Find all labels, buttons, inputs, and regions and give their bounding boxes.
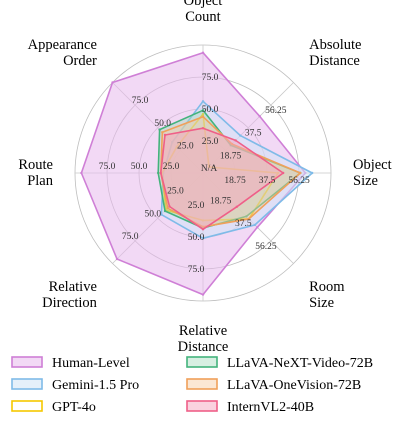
legend-item-gpt-4o: GPT-4o — [11, 400, 96, 415]
point-gemini-1-5-pro-absolute-distance — [239, 134, 242, 137]
tick-label-absolute-distance-3: 56.25 — [265, 106, 287, 116]
point-human-level-absolute-distance — [258, 115, 261, 118]
tick-label-room-size-2: 37.5 — [235, 219, 252, 229]
series-internvl2-40b — [159, 127, 285, 231]
point-human-level-appearance-order — [111, 81, 114, 84]
tick-label-object-size-2: 37.5 — [259, 176, 276, 186]
point-llava-onevision-72b-object-count — [201, 115, 205, 118]
point-internvl2-40b-relative-distance — [201, 228, 205, 231]
point-human-level-route-plan — [80, 171, 83, 175]
point-gemini-1-5-pro-relative-direction — [160, 213, 163, 216]
tick-label-object-size-1: 18.75 — [224, 176, 246, 186]
tick-label-relative-distance-2: 50.0 — [188, 233, 205, 243]
tick-label-absolute-distance-2: 37.5 — [245, 129, 262, 139]
tick-label-route-plan-2: 50.0 — [131, 162, 148, 172]
radar-series — [80, 51, 314, 296]
legend-swatch-gemini-1-5-pro — [11, 378, 43, 390]
tick-label-room-size-3: 56.25 — [255, 242, 277, 252]
tick-label-appearance-order-2: 50.0 — [154, 119, 171, 129]
point-internvl2-40b-object-count — [201, 127, 205, 130]
tick-label-object-count-2: 50.0 — [202, 105, 219, 115]
point-human-level-relative-distance — [201, 293, 205, 296]
axis-label-object-size: Object Size — [353, 157, 392, 189]
tick-label-route-plan-1: 25.0 — [163, 162, 180, 172]
axis-label-relative-distance: Relative Distance — [178, 323, 229, 355]
point-gpt-4o-object-count — [201, 112, 205, 116]
tick-label-relative-distance-1: 25.0 — [188, 201, 205, 211]
point-gemini-1-5-pro-relative-distance — [201, 237, 205, 240]
axis-label-room-size: Room Size — [309, 279, 345, 311]
legend-swatch-llava-onevision-72b — [186, 378, 218, 390]
tick-label-absolute-distance-1: 18.75 — [220, 151, 242, 161]
point-human-level-object-count — [201, 51, 205, 54]
point-internvl2-40b-absolute-distance — [234, 139, 237, 142]
legend-item-llava-next-video-72b: LLaVA-NeXT-Video-72B — [186, 356, 373, 371]
point-llava-next-video-72b-room-size — [245, 215, 248, 218]
legend-label-llava-onevision-72b: LLaVA-OneVision-72B — [227, 378, 361, 393]
legend-item-human-level: Human-Level — [11, 356, 130, 371]
axis-label-route-plan: Route Plan — [18, 157, 53, 189]
tick-label-object-count-3: 75.0 — [202, 73, 219, 83]
legend-label-llava-next-video-72b: LLaVA-NeXT-Video-72B — [227, 356, 373, 371]
tick-label-appearance-order-3: 75.0 — [132, 96, 149, 106]
tick-label-relative-direction-1: 25.0 — [167, 187, 184, 197]
point-internvl2-40b-route-plan — [159, 171, 162, 175]
legend-item-llava-onevision-72b: LLaVA-OneVision-72B — [186, 378, 361, 393]
axis-label-relative-direction: Relative Direction — [42, 279, 98, 311]
legend-swatch-llava-next-video-72b — [186, 356, 218, 368]
legend-label-gpt-4o: GPT-4o — [52, 400, 96, 415]
legend-item-gemini-1-5-pro: Gemini-1.5 Pro — [11, 378, 139, 393]
point-llava-next-video-72b-relative-direction — [163, 209, 167, 213]
tick-label-relative-distance-3: 75.0 — [188, 265, 205, 275]
legend-swatch-internvl2-40b — [186, 400, 218, 412]
point-llava-next-video-72b-appearance-order — [158, 128, 161, 131]
legend-swatch-gpt-4o — [11, 400, 43, 412]
point-llava-next-video-72b-route-plan — [157, 171, 160, 175]
point-llava-next-video-72b-object-count — [201, 109, 205, 112]
point-gemini-1-5-pro-object-count — [201, 100, 205, 103]
legend-item-internvl2-40b: InternVL2-40B — [186, 400, 314, 415]
point-human-level-room-size — [256, 226, 259, 229]
axis-label-absolute-distance: Absolute Distance — [309, 37, 361, 69]
tick-label-relative-direction-3: 75.0 — [122, 232, 139, 242]
point-gemini-1-5-pro-room-size — [253, 223, 257, 227]
center-label: N/A — [201, 164, 218, 174]
point-llava-onevision-72b-appearance-order — [161, 131, 164, 134]
legend-label-human-level: Human-Level — [52, 356, 130, 371]
point-human-level-relative-direction — [115, 257, 119, 261]
tick-label-route-plan-3: 75.0 — [99, 162, 116, 172]
tick-label-room-size-1: 18.75 — [210, 197, 232, 207]
point-internvl2-40b-object-size — [282, 171, 285, 175]
point-internvl2-40b-room-size — [235, 205, 238, 208]
tick-label-relative-direction-2: 50.0 — [144, 209, 161, 219]
point-internvl2-40b-relative-direction — [168, 205, 171, 208]
axis-label-object-count: Object Count — [184, 0, 223, 25]
legend: Human-Level Gemini-1.5 Pro GPT-4o LLaVA-NeX… — [11, 356, 373, 415]
radar-tick-labels: 25.0 50.0 75.0 18.75 37.5 56.25 18.75 37.5 56.25… — [99, 73, 310, 275]
point-llava-onevision-72b-relative-direction — [166, 207, 169, 210]
point-llava-onevision-72b-room-size — [247, 217, 251, 221]
axis-label-appearance-order: Appearance Order — [28, 37, 97, 69]
point-internvl2-40b-appearance-order — [163, 133, 167, 137]
legend-label-gemini-1-5-pro: Gemini-1.5 Pro — [52, 378, 139, 393]
tick-label-object-size-3: 56.25 — [288, 176, 310, 186]
point-llava-onevision-72b-object-size — [299, 171, 302, 175]
tick-label-appearance-order-1: 25.0 — [177, 141, 194, 151]
radar-axis-labels: Object Count Absolute Distance Object Size Roo… — [18, 0, 391, 355]
point-gemini-1-5-pro-object-size — [311, 171, 314, 175]
legend-swatch-human-level — [11, 356, 43, 368]
legend-label-internvl2-40b: InternVL2-40B — [227, 400, 314, 415]
tick-label-object-count-1: 25.0 — [202, 137, 219, 147]
